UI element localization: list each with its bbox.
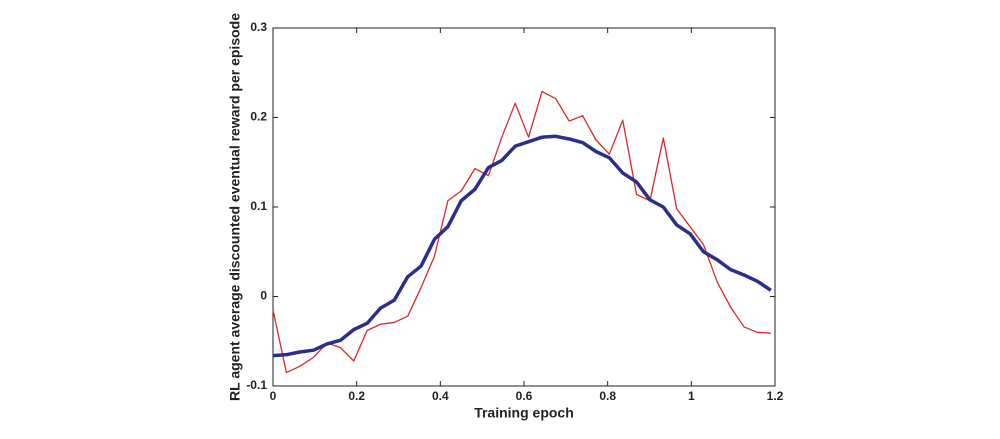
x-axis-label: Training epoch xyxy=(474,405,574,421)
x-tick-label: 1.2 xyxy=(767,389,784,403)
y-tick-label: -0.1 xyxy=(246,378,267,392)
y-tick-label: 0 xyxy=(260,289,267,303)
x-tick-label: 0.6 xyxy=(516,389,533,403)
series-line xyxy=(272,90,771,374)
x-tick-label: 0 xyxy=(270,389,277,403)
y-tick-label: 0.3 xyxy=(250,20,267,34)
y-tick-label: 0.2 xyxy=(250,110,267,124)
x-tick-label: 0.8 xyxy=(599,389,616,403)
x-tick-label: 0.2 xyxy=(348,389,365,403)
y-axis-label: RL agent average discounted eventual rew… xyxy=(227,13,243,401)
x-tick-label: 1 xyxy=(688,389,695,403)
x-tick-label: 0.4 xyxy=(432,389,449,403)
y-tick-label: 0.1 xyxy=(250,199,267,213)
series-line xyxy=(272,134,772,358)
